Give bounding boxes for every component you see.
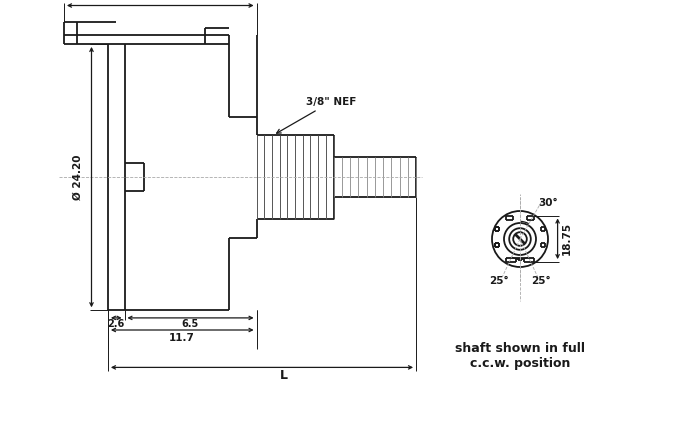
Text: 18.75: 18.75 xyxy=(562,222,572,255)
Text: 25°: 25° xyxy=(531,276,551,286)
Text: 25°: 25° xyxy=(489,276,509,286)
Text: 30°: 30° xyxy=(538,198,558,208)
Text: 11.7: 11.7 xyxy=(169,333,195,343)
Text: shaft shown in full
c.c.w. position: shaft shown in full c.c.w. position xyxy=(455,342,585,370)
Text: 24: 24 xyxy=(153,0,167,2)
Text: Ø 24.20: Ø 24.20 xyxy=(73,155,83,200)
Text: L: L xyxy=(280,368,288,381)
Text: 3/8" NEF: 3/8" NEF xyxy=(276,97,356,133)
Text: 2.6: 2.6 xyxy=(108,319,125,329)
Text: 6.5: 6.5 xyxy=(182,319,199,329)
